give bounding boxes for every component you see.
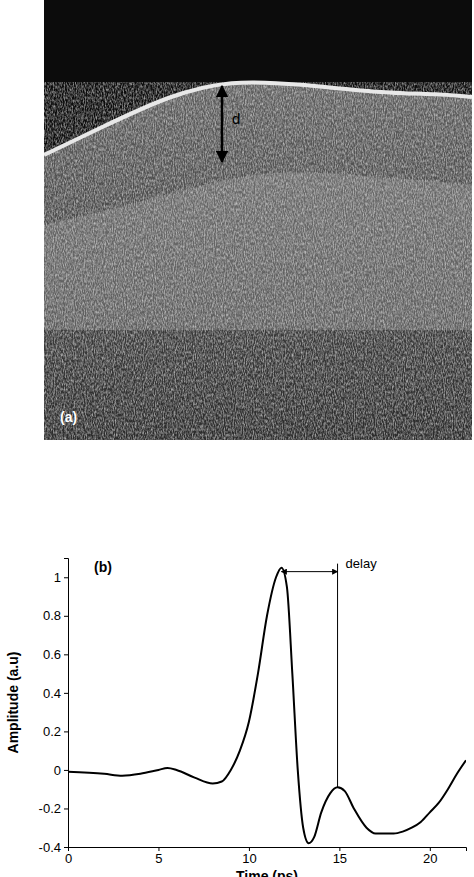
y-tick-mark xyxy=(64,577,68,578)
depth-shading xyxy=(44,82,472,440)
x-axis-line xyxy=(69,848,467,852)
thickness-label: d xyxy=(232,110,240,127)
y-tick: -0.4 xyxy=(39,840,68,855)
y-tick-label: 0.4 xyxy=(43,686,61,701)
y-axis-title: Amplitude (a.u) xyxy=(5,652,21,754)
y-tick-label: -0.2 xyxy=(39,801,61,816)
x-tick-label: 20 xyxy=(423,851,437,866)
y-tick: 0.4 xyxy=(43,686,68,701)
chart-panel: 0 5 10 15 20 -0.4 -0.2 0 0.2 0.4 0.6 0.8 1 Time (ps) A… xyxy=(5,556,467,877)
y-tick-mark xyxy=(64,808,68,809)
image-panel: d (a) xyxy=(44,0,472,440)
y-tick-mark xyxy=(64,847,68,848)
image-area xyxy=(44,0,472,440)
x-tick: 20 xyxy=(423,847,437,866)
y-tick: 1 xyxy=(54,570,68,585)
surface-line xyxy=(44,82,472,155)
y-tick: 0.8 xyxy=(43,608,68,623)
x-tick: 5 xyxy=(155,847,162,866)
y-tick-label: -0.4 xyxy=(39,840,61,855)
y-tick-mark xyxy=(64,693,68,694)
panel-label: (b) xyxy=(94,559,112,575)
y-axis-line xyxy=(64,559,69,848)
x-tick-label: 5 xyxy=(155,851,162,866)
x-tick-label: 10 xyxy=(242,851,256,866)
y-tick: -0.2 xyxy=(39,801,68,816)
y-tick-label: 1 xyxy=(54,570,61,585)
x-tick: 10 xyxy=(242,847,256,866)
delay-marker-line xyxy=(337,564,338,788)
tissue xyxy=(44,82,472,440)
x-axis: 0 5 10 15 20 xyxy=(65,847,467,866)
panel-label: (a) xyxy=(60,409,77,425)
x-tick: 15 xyxy=(333,847,347,866)
x-tick: 0 xyxy=(65,847,72,866)
delay-annotation: delay xyxy=(281,556,377,788)
y-tick-mark xyxy=(64,731,68,732)
y-tick-mark xyxy=(64,616,68,617)
x-tick-label: 15 xyxy=(333,851,347,866)
x-tick-label: 0 xyxy=(65,851,72,866)
y-tick-label: 0.6 xyxy=(43,647,61,662)
y-tick-label: 0.8 xyxy=(43,608,61,623)
thickness-arrow xyxy=(221,86,224,162)
y-tick-mark xyxy=(64,770,68,771)
delay-label: delay xyxy=(346,556,378,571)
signal-line xyxy=(68,568,466,844)
x-axis-title: Time (ps) xyxy=(236,868,298,877)
speckle xyxy=(44,82,472,440)
y-tick: 0 xyxy=(54,763,68,778)
figure: d (a) 0 5 10 15 20 -0.4 -0.2 0 0.2 0.4 0.6 0.8 1 Time (… xyxy=(0,0,474,877)
y-tick-label: 0 xyxy=(54,763,61,778)
y-tick-label: 0.2 xyxy=(43,724,61,739)
y-axis: -0.4 -0.2 0 0.2 0.4 0.6 0.8 1 xyxy=(39,559,69,855)
y-tick: 0.2 xyxy=(43,724,68,739)
delay-arrow xyxy=(281,571,337,572)
image-background xyxy=(44,0,472,440)
plot-area xyxy=(68,568,466,844)
y-tick-mark xyxy=(64,654,68,655)
y-tick: 0.6 xyxy=(43,647,68,662)
